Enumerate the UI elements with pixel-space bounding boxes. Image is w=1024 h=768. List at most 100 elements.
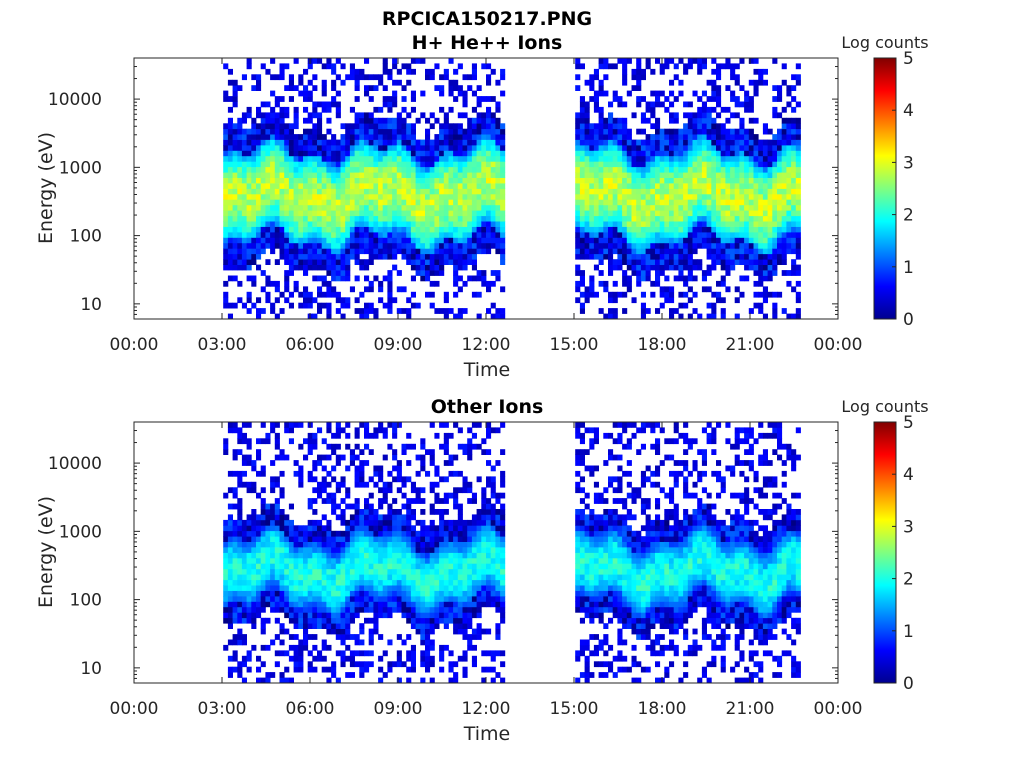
spectrogram-cell (692, 215, 698, 222)
spectrogram-cell (307, 117, 313, 124)
spectrogram-cell (345, 193, 351, 200)
spectrogram-cell (232, 552, 238, 559)
spectrogram-cell (312, 166, 318, 173)
spectrogram-cell (772, 302, 778, 309)
spectrogram-cell (256, 612, 262, 619)
spectrogram-cell (284, 221, 290, 227)
spectrogram-cell (683, 253, 689, 260)
spectrogram-cell (415, 606, 421, 613)
spectrogram-cell (655, 90, 661, 97)
spectrogram-cell (791, 221, 797, 227)
spectrogram-cell (382, 432, 388, 439)
spectrogram-cell (270, 547, 276, 553)
spectrogram-cell (697, 259, 703, 265)
spectrogram-cell (340, 139, 346, 146)
spectrogram-cell (420, 112, 426, 119)
spectrogram-cell (364, 139, 370, 146)
spectrogram-cell (312, 568, 318, 575)
spectrogram-cell (331, 183, 337, 189)
spectrogram-cell (354, 547, 360, 553)
spectrogram-cell (669, 128, 675, 135)
spectrogram-cell (462, 237, 468, 244)
spectrogram-cell (312, 74, 318, 81)
spectrogram-cell (753, 199, 759, 206)
spectrogram-cell (345, 139, 351, 146)
spectrogram-cell (274, 536, 280, 542)
spectrogram-cell (739, 226, 745, 233)
spectrogram-cell (359, 476, 365, 483)
spectrogram-cell (387, 291, 393, 298)
spectrogram-cell (312, 237, 318, 244)
spectrogram-cell (490, 139, 496, 146)
spectrogram-cell (678, 177, 684, 184)
spectrogram-cell (256, 557, 262, 564)
spectrogram-cell (777, 139, 783, 146)
spectrogram-cell (640, 302, 646, 309)
spectrogram-cell (227, 470, 233, 477)
spectrogram-cell (368, 579, 374, 586)
spectrogram-cell (603, 232, 609, 238)
spectrogram-cell (331, 188, 337, 195)
spectrogram-cell (354, 155, 360, 162)
spectrogram-cell (279, 215, 285, 222)
spectrogram-cell (260, 112, 266, 119)
spectrogram-cell (331, 563, 337, 570)
spectrogram-cell (626, 183, 632, 189)
spectrogram-cell (364, 242, 370, 249)
spectrogram-cell (382, 215, 388, 222)
spectrogram-cell (772, 183, 778, 189)
spectrogram-cell (420, 237, 426, 244)
spectrogram-cell (593, 68, 599, 75)
spectrogram-cell (781, 259, 787, 265)
spectrogram-cell (364, 574, 370, 581)
spectrogram-cell (673, 226, 679, 233)
spectrogram-cell (720, 253, 726, 260)
spectrogram-cell (326, 253, 332, 260)
spectrogram-cell (392, 242, 398, 249)
spectrogram-cell (758, 204, 764, 211)
spectrogram-cell (246, 525, 252, 532)
spectrogram-cell (340, 145, 346, 151)
spectrogram-cell (298, 74, 304, 81)
spectrogram-cell (467, 117, 473, 124)
spectrogram-cell (317, 199, 323, 206)
spectrogram-cell (303, 204, 309, 211)
spectrogram-cell (730, 96, 736, 102)
spectrogram-cell (687, 259, 693, 265)
spectrogram-cell (326, 585, 332, 591)
spectrogram-cell (241, 264, 247, 271)
spectrogram-cell (429, 145, 435, 151)
spectrogram-cell (251, 123, 257, 130)
spectrogram-cell (232, 557, 238, 564)
spectrogram-cell (603, 166, 609, 173)
spectrogram-cell (678, 90, 684, 97)
spectrogram-cell (481, 155, 487, 162)
spectrogram-cell (589, 177, 595, 184)
spectrogram-cell (382, 487, 388, 494)
spectrogram-cell (293, 253, 299, 260)
spectrogram-cell (392, 454, 398, 461)
spectrogram-cell (335, 232, 341, 238)
spectrogram-cell (683, 134, 689, 140)
spectrogram-cell (420, 204, 426, 211)
spectrogram-cell (279, 134, 285, 140)
spectrogram-cell (364, 590, 370, 597)
spectrogram-cell (326, 199, 332, 206)
spectrogram-cell (326, 313, 332, 320)
spectrogram-cell (392, 166, 398, 173)
spectrogram-cell (753, 188, 759, 195)
spectrogram-cell (331, 172, 337, 178)
spectrogram-cell (265, 547, 271, 553)
spectrogram-cell (335, 74, 341, 81)
spectrogram-cell (349, 150, 355, 157)
spectrogram-cell (237, 557, 243, 564)
spectrogram-cell (575, 248, 581, 255)
spectrogram-cell (471, 134, 477, 140)
spectrogram-cell (575, 232, 581, 238)
spectrogram-cell (251, 204, 257, 211)
spectrogram-cell (331, 253, 337, 260)
spectrogram-cell (490, 150, 496, 157)
spectrogram-cell (241, 612, 247, 619)
spectrogram-cell (603, 210, 609, 217)
spectrogram-cell (429, 259, 435, 265)
